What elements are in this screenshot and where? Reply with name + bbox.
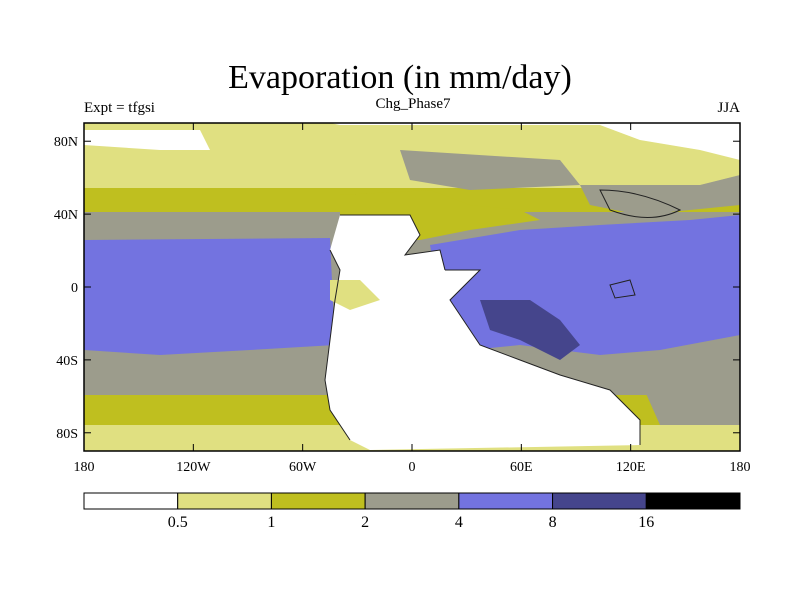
coastline-lake [599,189,682,218]
colorbar-label: 0.5 [168,514,188,531]
phase-label: Chg_Phase7 [375,96,451,112]
x-tick-label: 120W [176,460,211,475]
x-tick-label: 0 [409,460,416,475]
colorbar-swatch [364,492,460,510]
y-tick-label: 80S [56,427,78,442]
field-indian-dark [480,300,580,360]
colorbar: 0.5 1 2 4 8 16 [83,492,741,531]
colorbar-swatch [83,492,179,510]
field-land-light [330,280,380,310]
colorbar-swatch [458,492,554,510]
field-arctic-white [330,123,740,160]
season-label: JJA [717,100,740,116]
y-tick-label: 80N [54,135,78,150]
coastline-island [609,279,636,299]
field-south-pacific-grey [640,345,740,425]
field-north-white [84,130,210,150]
coastline-west [324,249,351,441]
coastline-north [340,214,446,271]
colorbar-swatch [552,492,647,510]
field-siberia-grey [400,150,580,190]
colorbar-swatch [177,492,272,510]
field-asia-grey [580,175,740,215]
colorbar-label: 1 [267,514,275,531]
x-tick-label: 180 [730,460,751,475]
y-tick-label: 40S [56,354,78,369]
field-landmass-white [325,215,640,450]
experiment-label: Expt = tfgsi [84,100,155,116]
y-tick-label: 0 [71,281,78,296]
plot-title: Evaporation (in mm/day) [228,59,572,96]
field-pacific-blue [84,238,335,355]
x-tick-label: 60W [289,460,317,475]
x-tick-label: 180 [74,460,95,475]
x-tick-label: 120E [616,460,646,475]
colorbar-swatch [270,492,366,510]
coastlines [324,189,682,445]
x-tick-label: 60E [510,460,533,475]
colorbar-swatch [645,492,741,510]
coastline-east [445,269,641,445]
colorbar-label: 16 [638,514,654,531]
evaporation-field [84,123,740,451]
colorbar-label: 4 [455,514,463,531]
axis-ticks: 180 120W 60W 0 60E 120E 180 80N 40N 0 40S 80S [54,123,751,475]
colorbar-label: 2 [361,514,369,531]
y-tick-label: 40N [54,208,78,223]
colorbar-label: 8 [549,514,557,531]
